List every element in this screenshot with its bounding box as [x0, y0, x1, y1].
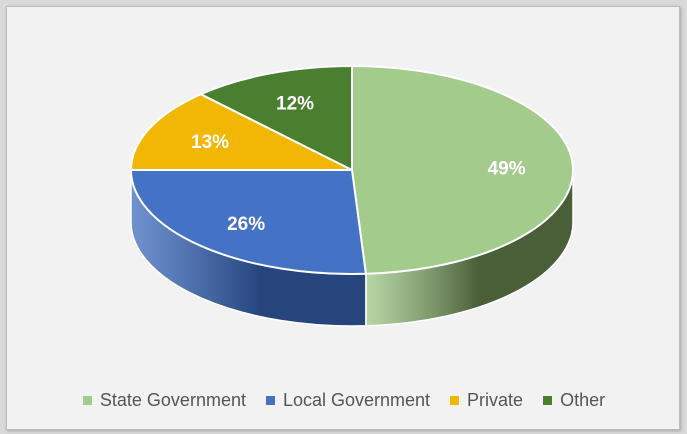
legend-label: Private [467, 390, 524, 410]
data-label-state-government: 49% [488, 159, 526, 180]
pie-chart: 49% 26% 13% 12% [130, 65, 575, 327]
pie-slice-local-government [130, 169, 367, 275]
legend-label: Other [560, 390, 606, 410]
pie-slice-other [199, 65, 353, 171]
legend-swatch [450, 396, 460, 405]
legend-swatch [82, 396, 92, 405]
chart-frame: 49% 26% 13% 12% State Government Local Gover… [6, 6, 680, 430]
legend-item-other: Other [543, 390, 605, 411]
legend-label: Local Government [282, 390, 431, 410]
data-label-other: 12% [276, 93, 314, 114]
chart-legend: State Government Local Government Private O… [7, 390, 681, 411]
pie-slice-private [130, 93, 353, 171]
legend-swatch [265, 396, 275, 405]
legend-swatch [543, 396, 553, 405]
pie-slice-state-government [351, 65, 575, 275]
legend-label: State Government [99, 390, 246, 410]
data-label-private: 13% [191, 132, 229, 153]
legend-item-state-government: State Government [82, 390, 246, 411]
legend-item-private: Private [450, 390, 523, 411]
legend-item-local-government: Local Government [265, 390, 431, 411]
data-label-local-government: 26% [227, 214, 265, 235]
